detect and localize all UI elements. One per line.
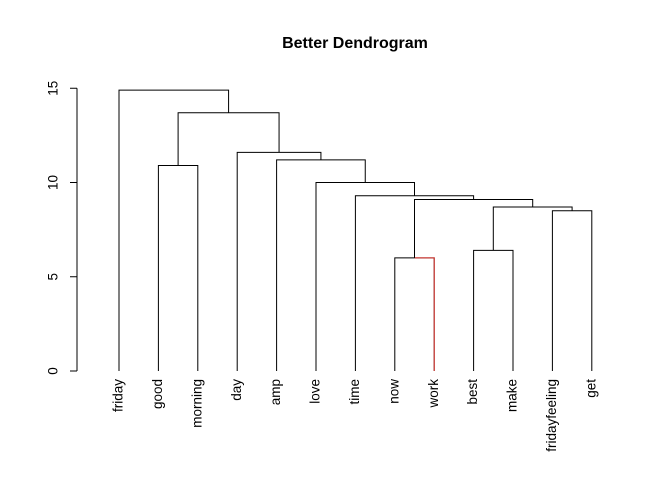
- dendrogram-link: [118, 89, 230, 371]
- highlighted-link: [414, 257, 435, 371]
- leaf-label: good: [150, 379, 165, 409]
- dendrogram-link: [394, 257, 435, 371]
- dendrogram-link: [315, 182, 415, 371]
- dendrogram-branches: [118, 89, 593, 371]
- leaf-label: make: [505, 379, 520, 412]
- leaf-label: friday: [111, 379, 126, 412]
- leaf-labels: friday good morning day amp love time now work be…: [111, 379, 599, 452]
- dendrogram-link: [492, 206, 573, 251]
- leaf-label: morning: [189, 379, 204, 428]
- leaf-label: best: [465, 379, 480, 405]
- y-tick-label: 10: [46, 175, 61, 190]
- dendrogram-link: [414, 198, 534, 258]
- dendrogram-link: [177, 112, 280, 166]
- dendrogram-link: [473, 249, 514, 371]
- leaf-label: get: [583, 379, 598, 398]
- leaf-label: time: [347, 379, 362, 405]
- dendrogram-link: [551, 210, 593, 371]
- leaf-label: now: [386, 379, 401, 404]
- chart-title: Better Dendrogram: [282, 35, 428, 52]
- y-tick-label: 5: [46, 273, 61, 281]
- dendrogram-link: [157, 165, 199, 371]
- leaf-label: day: [229, 379, 244, 401]
- leaf-label: love: [308, 379, 323, 404]
- y-tick-label: 0: [46, 367, 61, 375]
- leaf-label: fridayfeeling: [544, 379, 559, 452]
- leaf-label: amp: [268, 379, 283, 405]
- dendrogram-link: [276, 159, 366, 371]
- leaf-label: work: [426, 379, 441, 409]
- y-axis: 0 5 10 15: [46, 81, 78, 375]
- y-tick-label: 15: [46, 81, 61, 96]
- dendrogram-link: [236, 151, 322, 371]
